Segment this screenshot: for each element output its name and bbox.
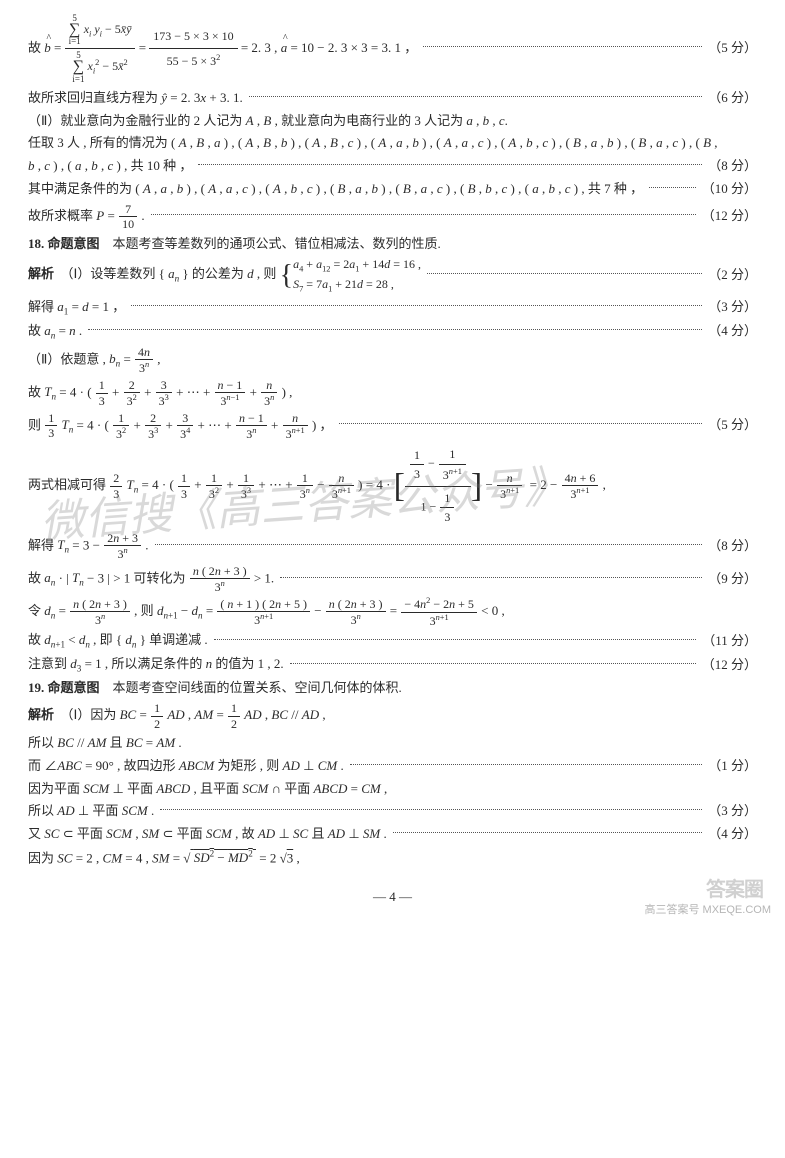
score-mark: （4 分） bbox=[708, 824, 757, 845]
line-text: 因为 SC = 2 , CM = 4 , SM = √ SD2 − MD2 = … bbox=[28, 847, 300, 869]
line-text: （Ⅱ）依题意 , bn = 4n3n , bbox=[28, 345, 161, 376]
text-line: 故 an · | Tn − 3 | > 1 可转化为 n ( 2n + 3 )3… bbox=[28, 564, 757, 595]
line-text: 所以 AD ⊥ 平面 SCM . bbox=[28, 801, 154, 822]
line-text: 注意到 d3 = 1 , 所以满足条件的 n 的值为 1 , 2. bbox=[28, 654, 284, 676]
text-line: 故 b = 5∑i=1 xi yi − 5x̄ȳ5∑i=1 xi2 − 5x̄2… bbox=[28, 12, 757, 86]
score-mark: （10 分） bbox=[702, 179, 757, 200]
leader-dots bbox=[350, 764, 703, 765]
watermark-logo: 答案圈 bbox=[706, 874, 763, 906]
line-text: 两式相减可得 23 Tn = 4 · ( 13 + 132 + 133 + ⋯ … bbox=[28, 443, 606, 529]
leader-dots bbox=[88, 329, 702, 330]
line-text: 19. 命题意图 本题考查空间线面的位置关系、空间几何体的体积. bbox=[28, 678, 402, 699]
line-text: 故 an = n . bbox=[28, 321, 82, 343]
score-mark: （2 分） bbox=[708, 265, 757, 286]
line-text: 解得 a1 = d = 1 ， bbox=[28, 297, 125, 319]
text-line: 故 an = n . （4 分） bbox=[28, 321, 757, 343]
score-mark: （12 分） bbox=[702, 655, 757, 676]
leader-dots bbox=[160, 809, 702, 810]
line-text: b , c ) , ( a , b , c ) , 共 10 种 ， bbox=[28, 156, 192, 177]
text-line: 又 SC ⊂ 平面 SCM , SM ⊂ 平面 SCM , 故 AD ⊥ SC … bbox=[28, 824, 757, 845]
leader-dots bbox=[249, 96, 702, 97]
text-line: 18. 命题意图 本题考查等差数列的通项公式、错位相减法、数列的性质. bbox=[28, 234, 757, 255]
text-line: 则 13 Tn = 4 · ( 132 + 233 + 334 + ⋯ + n … bbox=[28, 411, 757, 442]
leader-dots bbox=[155, 544, 703, 545]
score-mark: （11 分） bbox=[702, 631, 757, 652]
text-line: 因为 SC = 2 , CM = 4 , SM = √ SD2 − MD2 = … bbox=[28, 847, 757, 869]
leader-dots bbox=[151, 214, 696, 215]
text-line: 故 dn+1 < dn , 即 { dn } 单调递减 . （11 分） bbox=[28, 630, 757, 652]
line-text: 因为平面 SCM ⊥ 平面 ABCD , 且平面 SCM ∩ 平面 ABCD =… bbox=[28, 779, 387, 800]
score-mark: （9 分） bbox=[708, 569, 757, 590]
leader-dots bbox=[649, 187, 696, 188]
watermark-corner: 高三答案号 MXEQE.COM bbox=[644, 902, 771, 920]
line-text: 解析 （Ⅰ）设等差数列 { an } 的公差为 d , 则 {a4 + a12 … bbox=[28, 256, 421, 294]
line-text: 则 13 Tn = 4 · ( 132 + 233 + 334 + ⋯ + n … bbox=[28, 411, 333, 442]
line-text: 故 an · | Tn − 3 | > 1 可转化为 n ( 2n + 3 )3… bbox=[28, 564, 274, 595]
text-line: 因为平面 SCM ⊥ 平面 ABCD , 且平面 SCM ∩ 平面 ABCD =… bbox=[28, 779, 757, 800]
line-text: 解析 （Ⅰ）因为 BC = 12 AD , AM = 12 AD , BC //… bbox=[28, 701, 326, 731]
line-text: （Ⅱ）就业意向为金融行业的 2 人记为 A , B , 就业意向为电商行业的 3… bbox=[28, 111, 508, 132]
line-text: 所以 BC // AM 且 BC = AM . bbox=[28, 733, 182, 754]
text-line: 解得 a1 = d = 1 ， （3 分） bbox=[28, 297, 757, 319]
line-text: 而 ∠ABC = 90° , 故四边形 ABCM 为矩形 , 则 AD ⊥ CM… bbox=[28, 756, 344, 777]
text-line: 故 Tn = 4 · ( 13 + 232 + 333 + ⋯ + n − 13… bbox=[28, 378, 757, 409]
leader-dots bbox=[339, 423, 703, 424]
text-line: （Ⅱ）依题意 , bn = 4n3n , bbox=[28, 345, 757, 376]
text-line: 解得 Tn = 3 − 2n + 33n . （8 分） bbox=[28, 531, 757, 562]
line-text: 故 Tn = 4 · ( 13 + 232 + 333 + ⋯ + n − 13… bbox=[28, 378, 292, 409]
line-text: 令 dn = n ( 2n + 3 )3n , 则 dn+1 − dn = ( … bbox=[28, 596, 505, 628]
line-text: 又 SC ⊂ 平面 SCM , SM ⊂ 平面 SCM , 故 AD ⊥ SC … bbox=[28, 824, 387, 845]
score-mark: （12 分） bbox=[702, 206, 757, 227]
text-line: 注意到 d3 = 1 , 所以满足条件的 n 的值为 1 , 2. （12 分） bbox=[28, 654, 757, 676]
line-text: 故所求概率 P = 710 . bbox=[28, 202, 145, 232]
text-line: （Ⅱ）就业意向为金融行业的 2 人记为 A , B , 就业意向为电商行业的 3… bbox=[28, 111, 757, 132]
line-text: 其中满足条件的为 ( A , a , b ) , ( A , a , c ) ,… bbox=[28, 179, 643, 200]
text-line: 故所求回归直线方程为 ŷ = 2. 3x + 3. 1. （6 分） bbox=[28, 88, 757, 109]
score-mark: （8 分） bbox=[708, 156, 757, 177]
text-line: 其中满足条件的为 ( A , a , b ) , ( A , a , c ) ,… bbox=[28, 179, 757, 200]
line-text: 故 dn+1 < dn , 即 { dn } 单调递减 . bbox=[28, 630, 208, 652]
leader-dots bbox=[214, 639, 697, 640]
line-text: 故所求回归直线方程为 ŷ = 2. 3x + 3. 1. bbox=[28, 88, 243, 109]
text-line: 解析 （Ⅰ）因为 BC = 12 AD , AM = 12 AD , BC //… bbox=[28, 701, 757, 731]
score-mark: （1 分） bbox=[708, 756, 757, 777]
text-line: 解析 （Ⅰ）设等差数列 { an } 的公差为 d , 则 {a4 + a12 … bbox=[28, 256, 757, 294]
line-text: 解得 Tn = 3 − 2n + 33n . bbox=[28, 531, 149, 562]
text-line: 故所求概率 P = 710 . （12 分） bbox=[28, 202, 757, 232]
leader-dots bbox=[198, 164, 702, 165]
score-mark: （6 分） bbox=[708, 88, 757, 109]
leader-dots bbox=[290, 663, 696, 664]
score-mark: （3 分） bbox=[708, 297, 757, 318]
text-line: 而 ∠ABC = 90° , 故四边形 ABCM 为矩形 , 则 AD ⊥ CM… bbox=[28, 756, 757, 777]
score-mark: （5 分） bbox=[708, 415, 757, 436]
score-mark: （8 分） bbox=[708, 536, 757, 557]
text-line: b , c ) , ( a , b , c ) , 共 10 种 ， （8 分） bbox=[28, 156, 757, 177]
leader-dots bbox=[280, 577, 702, 578]
text-line: 任取 3 人 , 所有的情况为 ( A , B , a ) , ( A , B … bbox=[28, 133, 757, 154]
leader-dots bbox=[427, 273, 702, 274]
text-line: 19. 命题意图 本题考查空间线面的位置关系、空间几何体的体积. bbox=[28, 678, 757, 699]
text-line: 所以 AD ⊥ 平面 SCM . （3 分） bbox=[28, 801, 757, 822]
line-text: 任取 3 人 , 所有的情况为 ( A , B , a ) , ( A , B … bbox=[28, 133, 718, 154]
text-line: 两式相减可得 23 Tn = 4 · ( 13 + 132 + 133 + ⋯ … bbox=[28, 443, 757, 529]
leader-dots bbox=[423, 46, 702, 47]
score-mark: （5 分） bbox=[708, 38, 757, 59]
line-text: 故 b = 5∑i=1 xi yi − 5x̄ȳ5∑i=1 xi2 − 5x̄2… bbox=[28, 12, 417, 86]
leader-dots bbox=[131, 305, 702, 306]
line-text: 18. 命题意图 本题考查等差数列的通项公式、错位相减法、数列的性质. bbox=[28, 234, 441, 255]
text-line: 令 dn = n ( 2n + 3 )3n , 则 dn+1 − dn = ( … bbox=[28, 596, 757, 628]
score-mark: （3 分） bbox=[708, 801, 757, 822]
score-mark: （4 分） bbox=[708, 321, 757, 342]
leader-dots bbox=[393, 832, 703, 833]
text-line: 所以 BC // AM 且 BC = AM . bbox=[28, 733, 757, 754]
